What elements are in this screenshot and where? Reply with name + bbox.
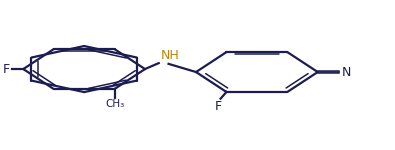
Text: F: F [2,63,9,76]
Text: CH₃: CH₃ [105,99,124,109]
Text: NH: NH [161,49,179,62]
Text: N: N [341,66,351,79]
Text: F: F [215,100,222,113]
